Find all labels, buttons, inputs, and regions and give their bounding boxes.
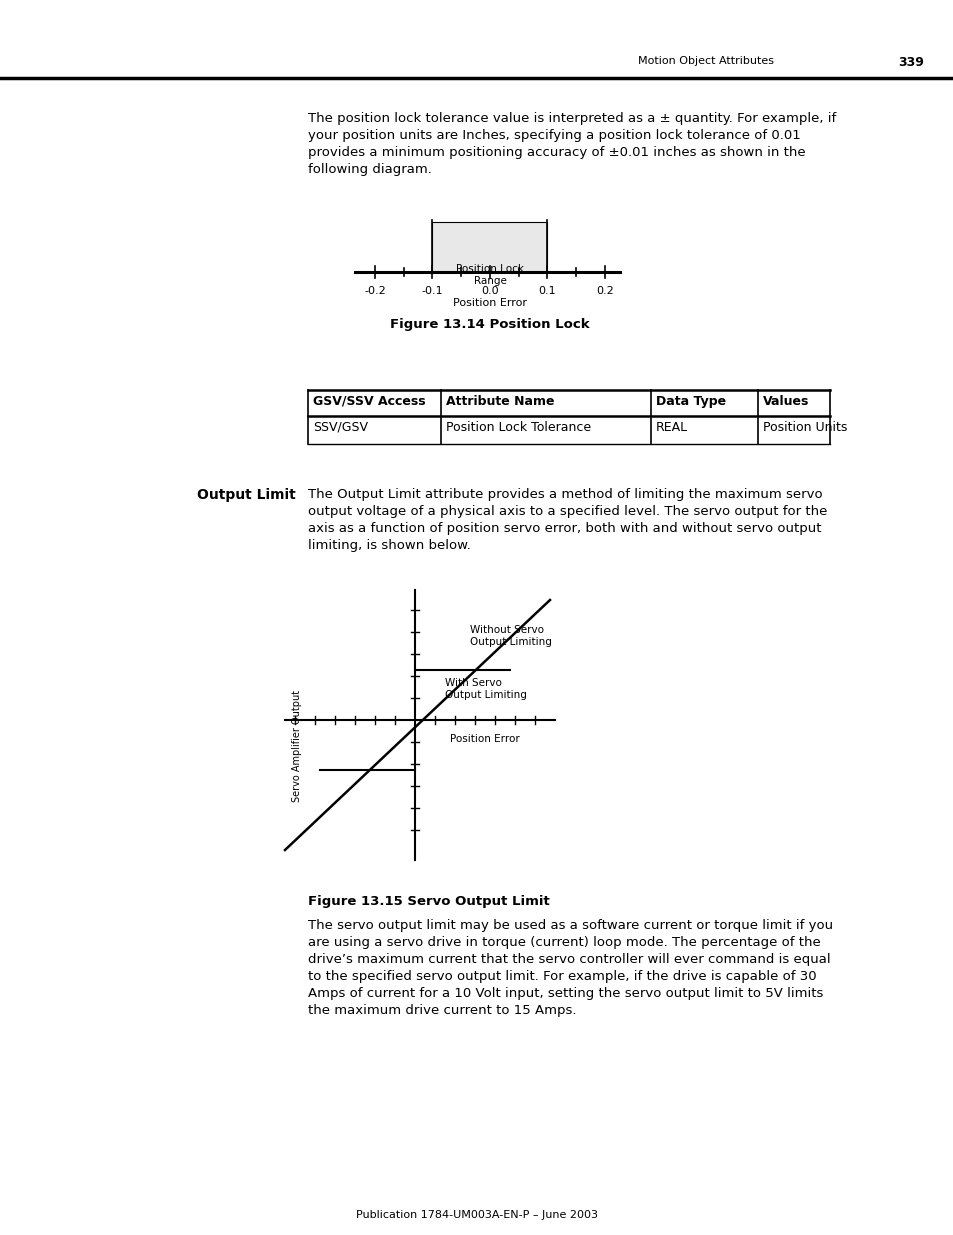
Text: Motion Object Attributes: Motion Object Attributes	[638, 56, 773, 65]
Text: With Servo
Output Limiting: With Servo Output Limiting	[444, 678, 526, 699]
Text: your position units are Inches, specifying a position lock tolerance of 0.01: your position units are Inches, specifyi…	[308, 128, 800, 142]
Text: The Output Limit attribute provides a method of limiting the maximum servo: The Output Limit attribute provides a me…	[308, 488, 821, 501]
Text: -0.1: -0.1	[421, 287, 443, 296]
Text: drive’s maximum current that the servo controller will ever command is equal: drive’s maximum current that the servo c…	[308, 953, 830, 966]
Bar	[432, 222, 547, 272]
Text: Amps of current for a 10 Volt input, setting the servo output limit to 5V limits: Amps of current for a 10 Volt input, set…	[308, 987, 822, 1000]
Text: 0.0: 0.0	[480, 287, 498, 296]
Text: output voltage of a physical axis to a specified level. The servo output for the: output voltage of a physical axis to a s…	[308, 505, 826, 517]
Text: GSV/SSV Access: GSV/SSV Access	[313, 395, 425, 408]
Text: following diagram.: following diagram.	[308, 163, 432, 177]
Text: 339: 339	[897, 56, 923, 69]
Text: Output Limit: Output Limit	[196, 488, 295, 501]
Text: limiting, is shown below.: limiting, is shown below.	[308, 538, 471, 552]
Text: REAL: REAL	[656, 421, 687, 433]
Text: Position Units: Position Units	[762, 421, 846, 433]
Text: Position Lock
Range: Position Lock Range	[456, 264, 523, 285]
Text: provides a minimum positioning accuracy of ±0.01 inches as shown in the: provides a minimum positioning accuracy …	[308, 146, 804, 159]
Text: The position lock tolerance value is interpreted as a ± quantity. For example, i: The position lock tolerance value is int…	[308, 112, 836, 125]
Text: Without Servo
Output Limiting: Without Servo Output Limiting	[470, 625, 551, 647]
Text: Attribute Name: Attribute Name	[446, 395, 554, 408]
Text: Values: Values	[762, 395, 808, 408]
Text: Figure 13.14 Position Lock: Figure 13.14 Position Lock	[390, 317, 589, 331]
Text: 0.1: 0.1	[538, 287, 556, 296]
Text: to the specified servo output limit. For example, if the drive is capable of 30: to the specified servo output limit. For…	[308, 969, 816, 983]
Text: 0.2: 0.2	[596, 287, 613, 296]
Text: -0.2: -0.2	[364, 287, 385, 296]
Text: Data Type: Data Type	[656, 395, 725, 408]
Text: the maximum drive current to 15 Amps.: the maximum drive current to 15 Amps.	[308, 1004, 576, 1016]
Text: Position Error: Position Error	[453, 298, 526, 308]
Text: Publication 1784-UM003A-EN-P – June 2003: Publication 1784-UM003A-EN-P – June 2003	[355, 1210, 598, 1220]
Text: Servo Amplifier Output: Servo Amplifier Output	[292, 690, 302, 802]
Text: axis as a function of position servo error, both with and without servo output: axis as a function of position servo err…	[308, 522, 821, 535]
Text: The servo output limit may be used as a software current or torque limit if you: The servo output limit may be used as a …	[308, 919, 832, 932]
Text: are using a servo drive in torque (current) loop mode. The percentage of the: are using a servo drive in torque (curre…	[308, 936, 820, 948]
Text: Position Lock Tolerance: Position Lock Tolerance	[446, 421, 591, 433]
Text: Position Error: Position Error	[450, 734, 519, 743]
Text: Figure 13.15 Servo Output Limit: Figure 13.15 Servo Output Limit	[308, 895, 549, 908]
Text: SSV/GSV: SSV/GSV	[313, 421, 368, 433]
